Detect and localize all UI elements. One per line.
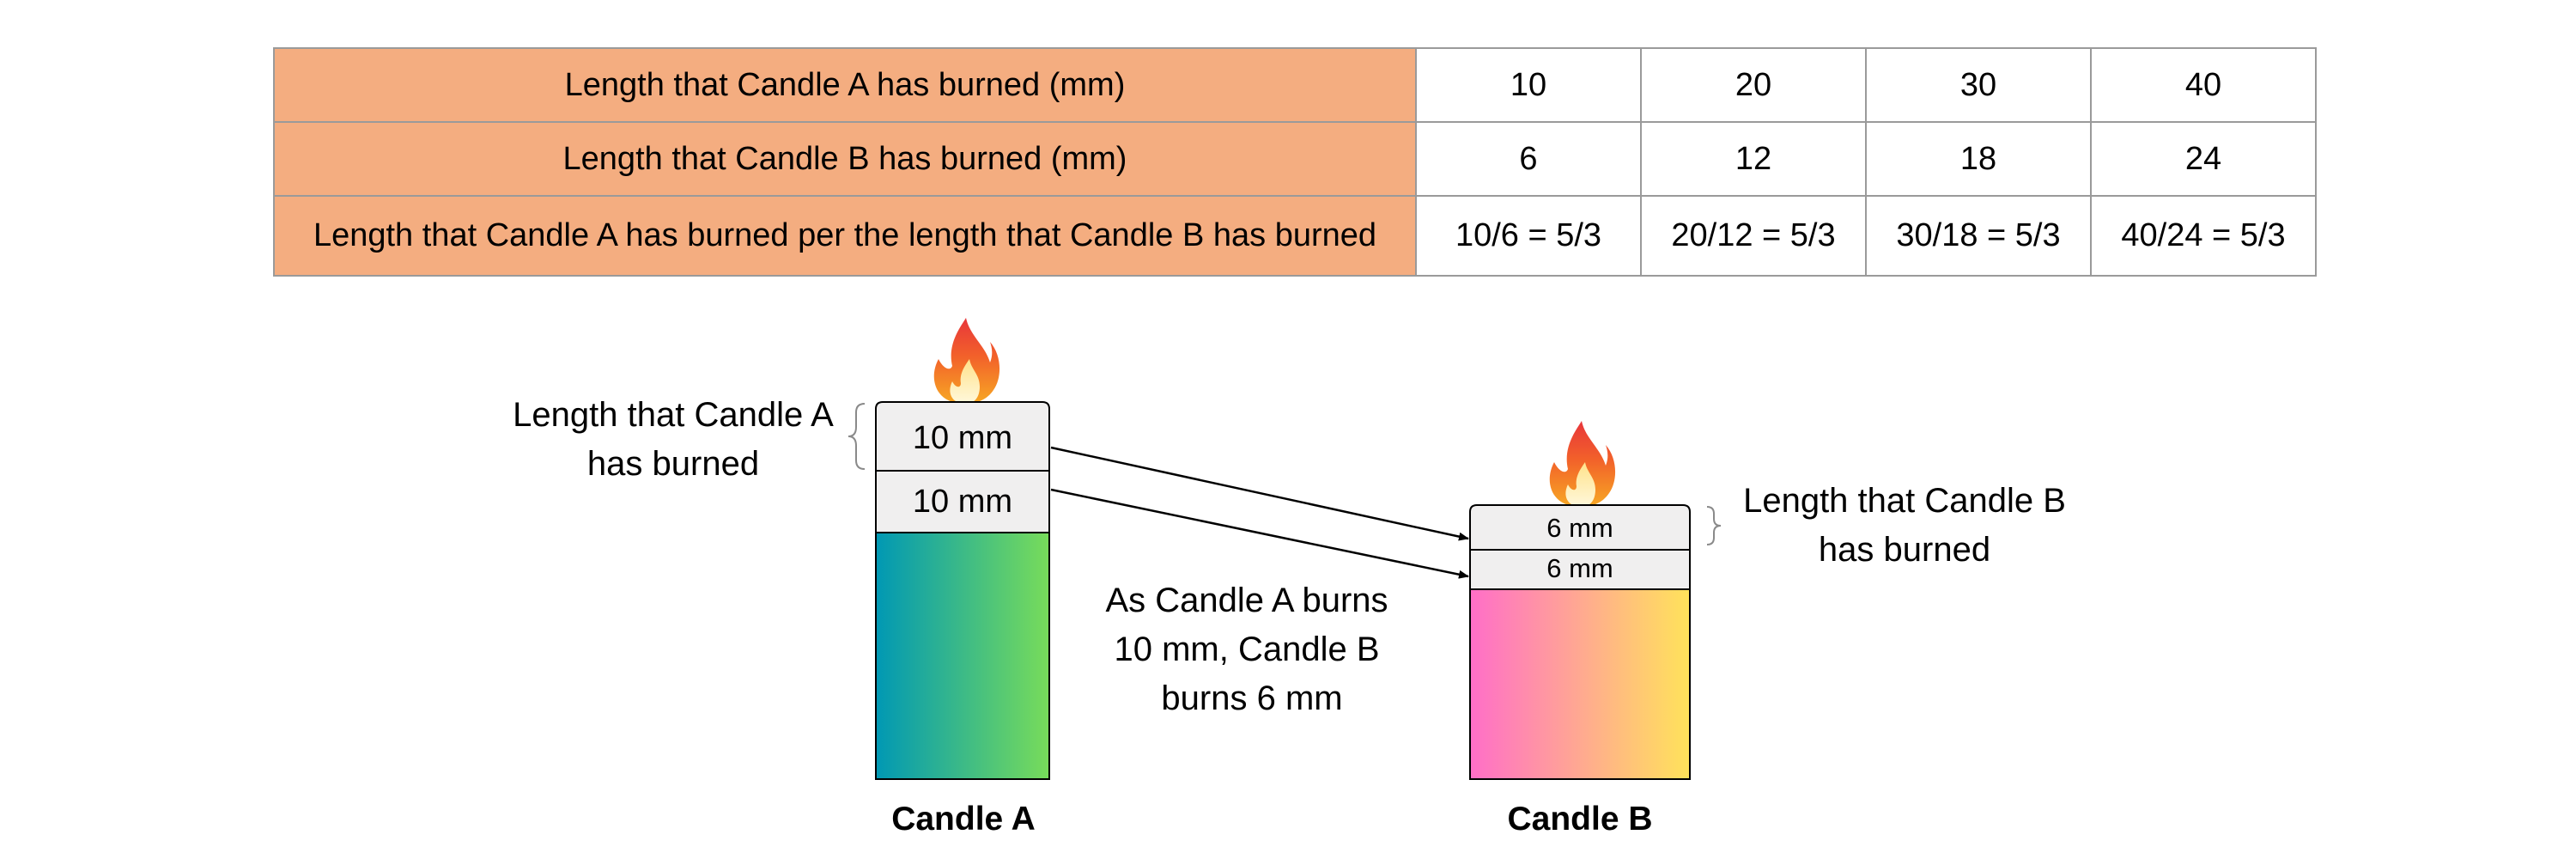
candle-b-segment-1: 6 mm bbox=[1469, 504, 1691, 551]
table-row: Length that Candle B has burned (mm) 6 1… bbox=[273, 121, 2317, 197]
candle-b: 6 mm 6 mm Candle B bbox=[1469, 421, 1691, 838]
candle-a-name: Candle A bbox=[891, 801, 1036, 838]
burn-table: Length that Candle A has burned (mm) 10 … bbox=[273, 47, 2317, 277]
candle-a-segment-2: 10 mm bbox=[875, 470, 1050, 533]
row-header: Length that Candle A has burned (mm) bbox=[273, 47, 1417, 123]
table-cell: 30/18 = 5/3 bbox=[1865, 195, 2092, 277]
candle-b-segment-1-label: 6 mm bbox=[1546, 513, 1613, 543]
table-cell: 18 bbox=[1865, 121, 2092, 197]
table-row: Length that Candle A has burned (mm) 10 … bbox=[273, 47, 2317, 123]
candle-b-segment-2: 6 mm bbox=[1469, 549, 1691, 590]
candle-a-segment-2-label: 10 mm bbox=[913, 484, 1012, 520]
table-cell: 20/12 = 5/3 bbox=[1640, 195, 1867, 277]
candle-a-burn-label-line1: Length that Candle A bbox=[513, 396, 834, 434]
candle-b-burn-label-line2: has burned bbox=[1819, 531, 1990, 569]
table-cell: 10 bbox=[1415, 47, 1642, 123]
candle-a-brace bbox=[848, 403, 866, 470]
arrow-segment-2 bbox=[1050, 488, 1469, 579]
table-cell: 20 bbox=[1640, 47, 1867, 123]
candle-a-segment-1: 10 mm bbox=[875, 401, 1050, 472]
table-cell: 40 bbox=[2090, 47, 2317, 123]
table-cell: 30 bbox=[1865, 47, 2092, 123]
candle-b-name: Candle B bbox=[1507, 801, 1652, 838]
candle-a-segment-1-label: 10 mm bbox=[913, 420, 1012, 456]
flame-icon bbox=[1549, 421, 1616, 507]
candle-b-body bbox=[1469, 588, 1691, 780]
candle-b-burn-label-line1: Length that Candle B bbox=[1743, 482, 2066, 520]
flame-icon bbox=[933, 318, 1000, 404]
table-cell: 24 bbox=[2090, 121, 2317, 197]
row-header: Length that Candle B has burned (mm) bbox=[273, 121, 1417, 197]
table-row: Length that Candle A has burned per the … bbox=[273, 195, 2317, 277]
candle-a: 10 mm 10 mm Candle A bbox=[875, 318, 1050, 838]
candle-a-body bbox=[875, 532, 1050, 780]
arrow-segment-1 bbox=[1050, 446, 1469, 541]
note-line3: burns 6 mm bbox=[1161, 679, 1342, 717]
table-cell: 10/6 = 5/3 bbox=[1415, 195, 1642, 277]
candle-b-segment-2-label: 6 mm bbox=[1546, 553, 1613, 583]
table-cell: 12 bbox=[1640, 121, 1867, 197]
candle-a-burn-label-line2: has burned bbox=[587, 445, 759, 483]
candle-b-brace bbox=[1706, 506, 1722, 545]
row-header: Length that Candle A has burned per the … bbox=[273, 195, 1417, 277]
table-cell: 40/24 = 5/3 bbox=[2090, 195, 2317, 277]
note-line1: As Candle A burns bbox=[1105, 582, 1388, 619]
note-line2: 10 mm, Candle B bbox=[1114, 631, 1379, 668]
table-cell: 6 bbox=[1415, 121, 1642, 197]
